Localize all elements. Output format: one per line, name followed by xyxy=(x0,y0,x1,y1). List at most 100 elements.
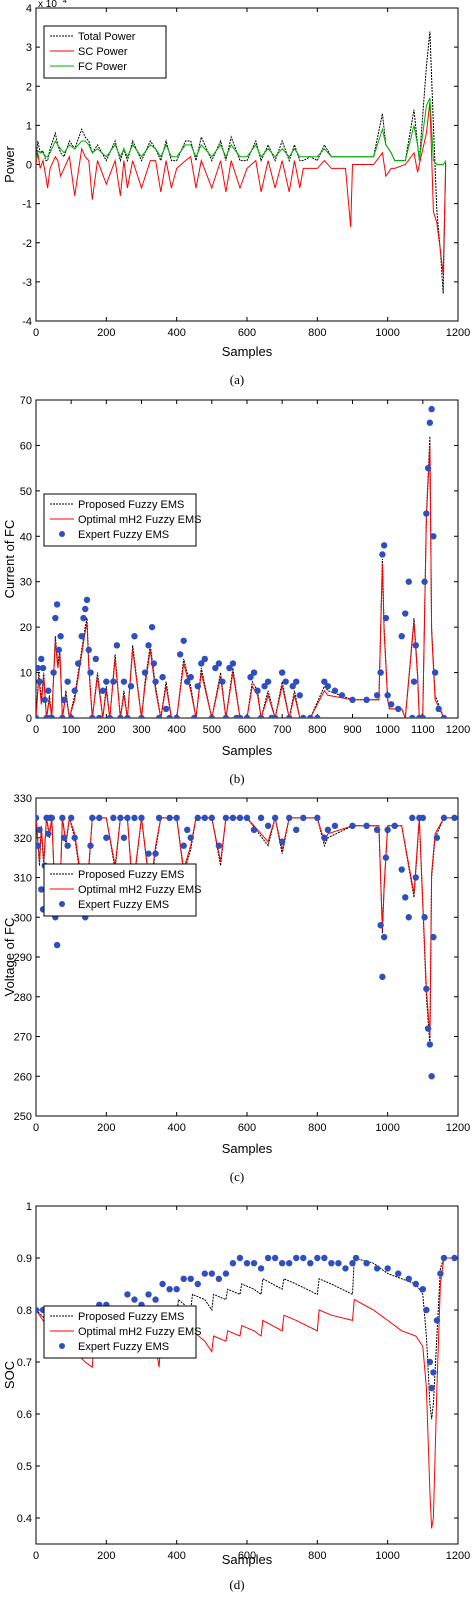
data-point xyxy=(131,814,138,822)
data-point xyxy=(363,696,370,704)
data-point xyxy=(409,714,416,718)
data-point xyxy=(384,826,391,833)
data-point xyxy=(117,714,124,718)
data-point xyxy=(398,633,405,640)
x-axis-label: Samples xyxy=(222,344,273,359)
data-point xyxy=(131,1296,138,1303)
x-tick-label: 600 xyxy=(238,724,256,736)
data-point xyxy=(52,614,59,622)
legend-label: Optimal mH2 Fuzzy EMS xyxy=(78,514,201,526)
data-point xyxy=(89,714,96,718)
figure-caption: (b) xyxy=(229,771,244,786)
data-point xyxy=(127,683,135,690)
y-tick-label: 1 xyxy=(26,1201,32,1213)
data-point xyxy=(71,834,78,841)
data-point xyxy=(286,714,293,718)
data-point xyxy=(398,866,405,873)
data-point xyxy=(421,578,428,585)
figure-caption: (a) xyxy=(230,372,244,387)
data-point xyxy=(264,822,272,830)
data-point xyxy=(423,510,430,517)
data-point xyxy=(250,1260,258,1267)
figure-caption: (d) xyxy=(229,1577,244,1592)
data-point xyxy=(435,705,442,713)
legend: Proposed Fuzzy EMS Optimal mH2 Fuzzy EMS E… xyxy=(43,863,201,917)
data-point xyxy=(286,814,293,822)
x-tick-label: 400 xyxy=(167,1122,185,1134)
data-point xyxy=(83,596,91,604)
data-point xyxy=(307,714,314,718)
x-tick-label: 100 xyxy=(62,724,80,736)
data-point xyxy=(201,655,208,663)
x-tick-label: 600 xyxy=(238,327,256,339)
data-point xyxy=(187,673,194,681)
legend-box xyxy=(43,863,197,917)
chart-svg-4: 0 200 400 600 800 1000 1200 0.4 0.5 0.6 0.7 0.8 0.9 1… xyxy=(2,1201,470,1592)
x-tick-label: 1000 xyxy=(375,1550,399,1562)
data-point xyxy=(428,1384,435,1392)
data-point xyxy=(45,687,52,694)
x-tick-label: 1200 xyxy=(446,327,470,339)
data-point xyxy=(48,814,56,822)
y-tick-label: 50 xyxy=(20,486,32,498)
data-point xyxy=(384,1265,391,1272)
x-axis-label: Samples xyxy=(222,1552,273,1567)
data-point xyxy=(67,814,75,822)
chart-panel-2: 0 100 200 300 400 500 600 700 800 900 1000 1100 1200… xyxy=(0,390,474,788)
data-point xyxy=(373,1265,381,1272)
data-point xyxy=(271,814,279,822)
legend-label: Proposed Fuzzy EMS xyxy=(78,499,184,511)
data-point xyxy=(324,683,332,690)
data-point xyxy=(363,822,370,830)
data-point xyxy=(226,664,233,672)
data-point xyxy=(412,1280,419,1288)
data-point xyxy=(229,660,237,667)
data-point xyxy=(124,714,131,718)
data-point xyxy=(412,874,419,881)
data-point xyxy=(437,1270,444,1277)
data-point xyxy=(215,660,223,667)
data-point xyxy=(194,1280,201,1288)
data-point xyxy=(53,601,61,608)
data-point xyxy=(380,933,388,941)
data-point xyxy=(278,838,286,845)
y-axis-label: Voltage of FC xyxy=(2,918,17,997)
data-point xyxy=(331,687,339,694)
y-tick-label: 2 xyxy=(26,81,32,93)
data-point xyxy=(103,834,110,841)
legend: Proposed Fuzzy EMS Optimal mH2 Fuzzy EMS E… xyxy=(43,493,201,547)
y-axis-label: Current of FC xyxy=(2,520,17,599)
data-point xyxy=(440,1254,448,1262)
data-point xyxy=(75,660,82,667)
data-point xyxy=(184,826,191,833)
data-point xyxy=(296,692,303,699)
x-tick-label: 500 xyxy=(203,724,221,736)
x-tick-label: 300 xyxy=(132,724,150,736)
x-tick-label: 0 xyxy=(33,1550,39,1562)
y-tick-label: 30 xyxy=(20,577,32,589)
data-point xyxy=(36,678,43,685)
x-tick-label: 0 xyxy=(33,724,39,736)
y-tick-label: 0.8 xyxy=(17,1305,32,1317)
data-point xyxy=(387,701,395,708)
data-point xyxy=(159,673,166,681)
data-point xyxy=(377,922,384,929)
x-tick-label: 200 xyxy=(97,1122,115,1134)
data-point xyxy=(243,714,251,718)
data-point xyxy=(423,985,430,992)
y-tick-label: 60 xyxy=(20,440,32,452)
legend-box xyxy=(43,1305,197,1359)
x-tick-label: 1200 xyxy=(446,1550,470,1562)
data-point xyxy=(405,1275,412,1282)
data-point xyxy=(289,683,296,690)
data-point xyxy=(152,1296,159,1303)
y-tick-label: 0.9 xyxy=(17,1253,32,1265)
data-point xyxy=(55,646,63,654)
data-point xyxy=(176,651,184,658)
data-point xyxy=(430,1369,437,1376)
data-point xyxy=(141,669,149,676)
data-point xyxy=(87,842,94,849)
x-tick-label: 800 xyxy=(308,724,326,736)
data-point xyxy=(382,854,390,861)
data-point xyxy=(271,1254,279,1262)
